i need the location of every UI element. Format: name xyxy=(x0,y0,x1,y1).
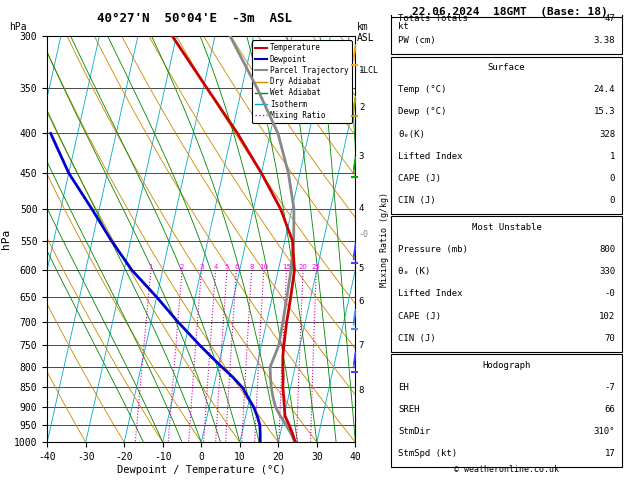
Text: CIN (J): CIN (J) xyxy=(398,196,436,205)
Text: 4: 4 xyxy=(359,204,364,213)
Text: PW (cm): PW (cm) xyxy=(398,36,436,45)
Text: θₑ(K): θₑ(K) xyxy=(398,130,425,139)
Y-axis label: hPa: hPa xyxy=(1,229,11,249)
Text: 40°27'N  50°04'E  -3m  ASL: 40°27'N 50°04'E -3m ASL xyxy=(97,12,292,25)
Text: SREH: SREH xyxy=(398,405,420,414)
Text: 5: 5 xyxy=(359,264,364,273)
Text: 0: 0 xyxy=(610,196,615,205)
Text: 33: 33 xyxy=(604,0,615,1)
Text: 2: 2 xyxy=(180,264,184,270)
Text: 66: 66 xyxy=(604,405,615,414)
Bar xyxy=(391,216,622,352)
Text: -LCL: -LCL xyxy=(359,66,379,74)
Text: 310°: 310° xyxy=(594,427,615,436)
Text: hPa: hPa xyxy=(9,22,27,32)
Text: Dewp (°C): Dewp (°C) xyxy=(398,107,447,117)
Text: 1: 1 xyxy=(359,66,364,74)
Text: kt: kt xyxy=(398,21,409,31)
Text: 7: 7 xyxy=(359,341,364,350)
Legend: Temperature, Dewpoint, Parcel Trajectory, Dry Adiabat, Wet Adiabat, Isotherm, Mi: Temperature, Dewpoint, Parcel Trajectory… xyxy=(252,40,352,123)
Text: 6: 6 xyxy=(359,297,364,306)
Text: © weatheronline.co.uk: © weatheronline.co.uk xyxy=(454,465,559,474)
Text: 330: 330 xyxy=(599,267,615,276)
Bar xyxy=(391,0,622,54)
Text: EH: EH xyxy=(398,382,409,392)
Text: 3: 3 xyxy=(359,152,364,161)
Text: 0: 0 xyxy=(610,174,615,183)
Text: 70: 70 xyxy=(604,334,615,343)
Text: 15: 15 xyxy=(282,264,291,270)
Text: 328: 328 xyxy=(599,130,615,139)
Text: 5: 5 xyxy=(225,264,229,270)
Text: Pressure (mb): Pressure (mb) xyxy=(398,245,468,254)
Text: 102: 102 xyxy=(599,312,615,321)
Text: 800: 800 xyxy=(599,245,615,254)
Text: 17: 17 xyxy=(604,449,615,458)
Text: θₑ (K): θₑ (K) xyxy=(398,267,430,276)
Text: 47: 47 xyxy=(604,14,615,23)
Text: 1: 1 xyxy=(148,264,153,270)
Text: CIN (J): CIN (J) xyxy=(398,334,436,343)
Text: Surface: Surface xyxy=(488,63,525,72)
Text: 2: 2 xyxy=(359,103,364,112)
Text: K: K xyxy=(398,0,404,1)
Text: Temp (°C): Temp (°C) xyxy=(398,86,447,94)
Text: ★: ★ xyxy=(493,9,502,19)
Text: -0: -0 xyxy=(604,289,615,298)
Text: Lifted Index: Lifted Index xyxy=(398,289,463,298)
X-axis label: Dewpoint / Temperature (°C): Dewpoint / Temperature (°C) xyxy=(117,465,286,475)
Text: 24.4: 24.4 xyxy=(594,86,615,94)
Text: -7: -7 xyxy=(604,382,615,392)
Bar xyxy=(391,354,622,467)
Text: StmSpd (kt): StmSpd (kt) xyxy=(398,449,457,458)
Text: Totals Totals: Totals Totals xyxy=(398,14,468,23)
Text: 1: 1 xyxy=(610,152,615,161)
Text: StmDir: StmDir xyxy=(398,427,430,436)
Text: 3: 3 xyxy=(199,264,204,270)
Text: 8: 8 xyxy=(249,264,254,270)
Text: 3.38: 3.38 xyxy=(594,36,615,45)
Text: 6: 6 xyxy=(234,264,238,270)
Text: 15.3: 15.3 xyxy=(594,107,615,117)
Text: CAPE (J): CAPE (J) xyxy=(398,312,441,321)
Text: 8: 8 xyxy=(359,386,364,395)
Text: 10: 10 xyxy=(259,264,268,270)
Text: Lifted Index: Lifted Index xyxy=(398,152,463,161)
Text: km
ASL: km ASL xyxy=(357,22,374,43)
Bar xyxy=(391,0,622,17)
Text: CAPE (J): CAPE (J) xyxy=(398,174,441,183)
Bar xyxy=(391,56,622,214)
Text: Most Unstable: Most Unstable xyxy=(472,223,542,232)
Text: 25: 25 xyxy=(312,264,321,270)
Text: 20: 20 xyxy=(299,264,308,270)
Text: Hodograph: Hodograph xyxy=(482,361,531,369)
Text: -0: -0 xyxy=(359,230,369,240)
Text: 22.06.2024  18GMT  (Base: 18): 22.06.2024 18GMT (Base: 18) xyxy=(411,7,608,17)
Text: 4: 4 xyxy=(213,264,218,270)
Text: Mixing Ratio (g/kg): Mixing Ratio (g/kg) xyxy=(381,192,389,287)
